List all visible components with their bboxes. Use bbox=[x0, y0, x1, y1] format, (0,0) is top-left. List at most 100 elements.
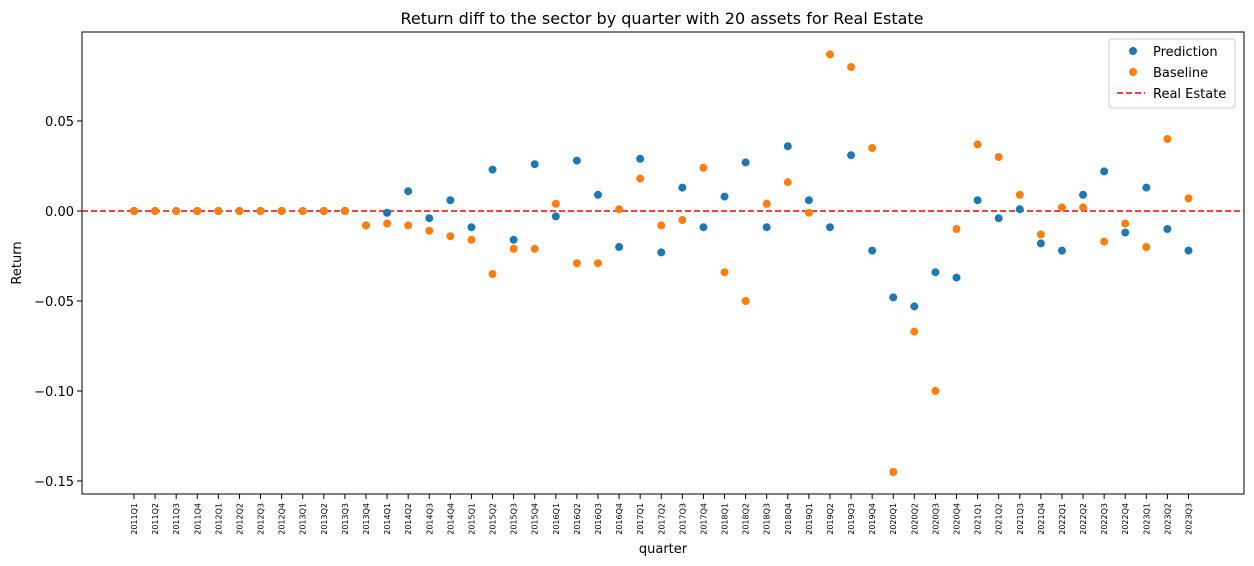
point-baseline bbox=[868, 144, 877, 152]
point-prediction bbox=[1184, 246, 1193, 255]
x-tick-label: 2011Q2 bbox=[151, 503, 160, 535]
x-tick-label: 2023Q1 bbox=[1142, 503, 1151, 535]
x-tick-label: 2011Q1 bbox=[130, 503, 139, 535]
point-prediction bbox=[931, 268, 940, 277]
point-baseline bbox=[1142, 243, 1151, 251]
x-tick-label: 2015Q4 bbox=[531, 503, 540, 535]
point-baseline bbox=[825, 50, 834, 59]
x-tick-label: 2022Q1 bbox=[1058, 503, 1067, 535]
point-prediction bbox=[783, 142, 792, 151]
x-tick-label: 2022Q2 bbox=[1079, 503, 1088, 535]
point-prediction bbox=[404, 187, 413, 196]
point-baseline bbox=[994, 153, 1003, 161]
point-prediction bbox=[425, 214, 434, 223]
point-baseline bbox=[593, 259, 602, 268]
x-tick-label: 2023Q2 bbox=[1163, 503, 1172, 535]
x-tick-label: 2019Q1 bbox=[805, 503, 814, 535]
x-tick-label: 2018Q3 bbox=[763, 503, 772, 535]
point-baseline bbox=[488, 270, 497, 278]
legend-box bbox=[1108, 38, 1236, 109]
chart-title: Return diff to the sector by quarter wit… bbox=[400, 9, 923, 28]
point-prediction bbox=[1142, 183, 1151, 192]
x-tick-label: 2020Q2 bbox=[910, 503, 919, 535]
x-axis-label: quarter bbox=[639, 542, 688, 557]
point-baseline bbox=[361, 221, 370, 230]
point-baseline bbox=[1036, 230, 1045, 239]
point-baseline bbox=[952, 225, 961, 233]
legend-label-baseline: Baseline bbox=[1153, 66, 1208, 81]
point-baseline bbox=[1015, 190, 1024, 199]
point-prediction bbox=[572, 156, 581, 165]
point-prediction bbox=[615, 243, 624, 251]
x-tick-label: 2014Q2 bbox=[404, 503, 413, 535]
point-prediction bbox=[1121, 228, 1130, 237]
point-baseline bbox=[509, 244, 518, 253]
point-prediction bbox=[847, 151, 856, 160]
point-baseline bbox=[130, 207, 138, 215]
x-tick-label: 2014Q1 bbox=[383, 503, 392, 535]
point-prediction bbox=[889, 293, 898, 302]
x-tick-label: 2014Q4 bbox=[446, 503, 455, 535]
point-baseline bbox=[678, 216, 687, 224]
point-baseline bbox=[298, 207, 307, 215]
y-tick-label: −0.05 bbox=[34, 295, 74, 310]
y-tick-label: 0.05 bbox=[45, 115, 74, 130]
point-prediction bbox=[994, 214, 1003, 223]
point-baseline bbox=[783, 178, 792, 187]
point-baseline bbox=[383, 219, 392, 228]
x-tick-label: 2020Q3 bbox=[931, 503, 940, 535]
x-tick-label: 2021Q1 bbox=[974, 503, 983, 535]
x-tick-label: 2011Q4 bbox=[193, 503, 202, 535]
point-prediction bbox=[973, 196, 982, 205]
point-prediction bbox=[952, 273, 961, 282]
point-prediction bbox=[446, 196, 455, 205]
point-prediction bbox=[741, 158, 750, 167]
point-baseline bbox=[572, 259, 581, 268]
point-baseline bbox=[762, 199, 771, 208]
x-tick-label: 2013Q1 bbox=[299, 503, 308, 535]
point-prediction bbox=[1036, 239, 1045, 248]
x-tick-label: 2011Q3 bbox=[172, 503, 181, 535]
point-baseline bbox=[256, 207, 265, 215]
point-baseline bbox=[530, 244, 539, 253]
x-tick-label: 2018Q4 bbox=[784, 503, 793, 535]
point-prediction bbox=[762, 223, 771, 232]
legend-marker-prediction bbox=[1129, 47, 1137, 55]
x-tick-label: 2016Q2 bbox=[573, 503, 582, 535]
x-tick-label: 2018Q1 bbox=[721, 503, 730, 535]
point-baseline bbox=[319, 207, 328, 215]
x-tick-label: 2021Q4 bbox=[1037, 503, 1046, 535]
legend-label-real-estate: Real Estate bbox=[1153, 87, 1226, 102]
point-baseline bbox=[615, 205, 624, 214]
x-tick-label: 2012Q1 bbox=[214, 503, 223, 535]
x-tick-label: 2021Q2 bbox=[995, 503, 1004, 535]
x-tick-label: 2020Q4 bbox=[953, 503, 962, 535]
point-baseline bbox=[720, 268, 729, 277]
point-prediction bbox=[636, 154, 645, 163]
y-tick-label: −0.10 bbox=[34, 385, 74, 400]
point-baseline bbox=[235, 207, 244, 215]
x-tick-label: 2013Q4 bbox=[362, 503, 371, 535]
y-axis: 0.05 0.00 −0.05 −0.10 −0.15 bbox=[34, 115, 82, 490]
point-baseline bbox=[1100, 237, 1109, 246]
x-tick-label: 2022Q3 bbox=[1100, 503, 1109, 535]
point-prediction bbox=[699, 223, 708, 232]
point-baseline bbox=[1163, 135, 1172, 143]
point-baseline bbox=[1121, 219, 1130, 228]
point-prediction bbox=[678, 183, 687, 192]
point-baseline bbox=[1184, 194, 1193, 203]
y-axis-label: Return bbox=[10, 241, 25, 284]
point-baseline bbox=[889, 468, 898, 476]
point-baseline bbox=[636, 174, 645, 183]
point-prediction bbox=[720, 192, 729, 201]
point-prediction bbox=[868, 246, 877, 255]
point-baseline bbox=[277, 207, 286, 215]
point-prediction bbox=[910, 302, 919, 311]
point-baseline bbox=[193, 207, 202, 215]
point-prediction bbox=[1015, 205, 1024, 214]
point-prediction bbox=[1057, 246, 1066, 255]
legend-marker-baseline bbox=[1129, 68, 1137, 76]
point-baseline bbox=[657, 221, 666, 230]
x-tick-label: 2021Q3 bbox=[1016, 503, 1025, 535]
